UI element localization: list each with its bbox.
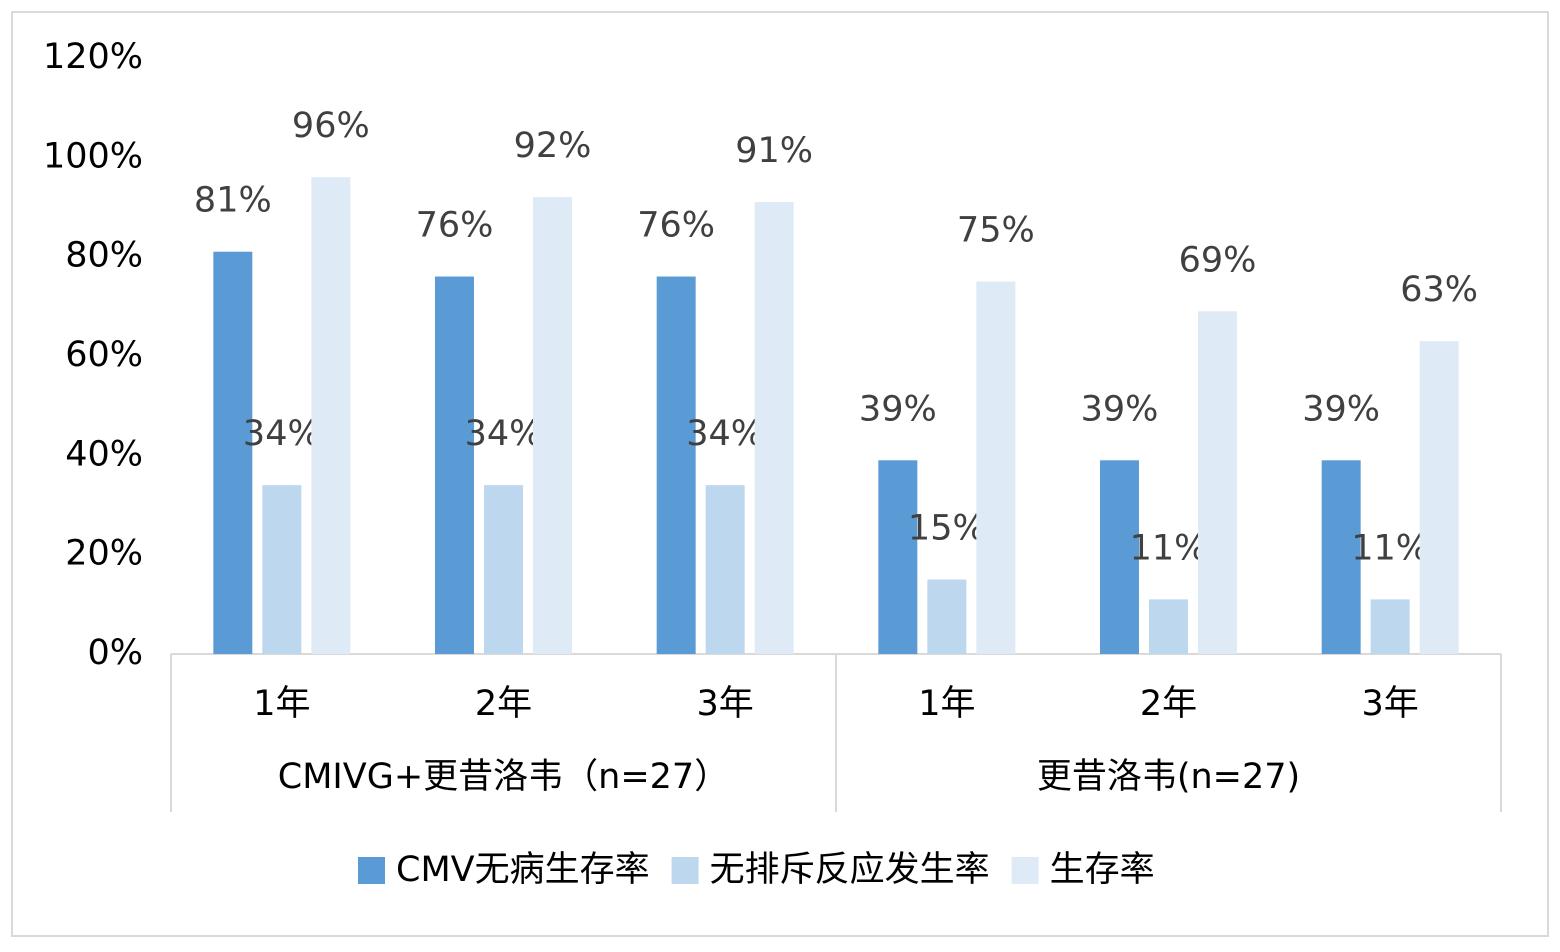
group-label: CMIVG+更昔洛韦（n=27） <box>278 757 729 797</box>
data-label: 34% <box>243 414 321 454</box>
legend-label: CMV无病生存率 <box>396 850 650 890</box>
bar <box>213 251 253 654</box>
bar <box>1321 460 1361 654</box>
x-tick-label: 1年 <box>918 684 975 724</box>
data-label: 39% <box>1302 389 1380 429</box>
x-tick-label: 1年 <box>253 684 310 724</box>
bar <box>1149 599 1188 654</box>
x-tick-label: 3年 <box>1362 684 1419 724</box>
bar <box>705 485 745 654</box>
y-tick-label: 80% <box>65 236 143 276</box>
legend-swatch <box>358 857 385 884</box>
bar <box>754 202 794 655</box>
legend-label: 生存率 <box>1050 850 1155 890</box>
bar <box>533 197 572 655</box>
data-label: 69% <box>1179 240 1257 280</box>
x-tick-label: 3年 <box>697 684 754 724</box>
data-label: 63% <box>1400 270 1478 310</box>
bar <box>435 276 474 654</box>
y-tick-label: 40% <box>65 434 143 474</box>
bar <box>1198 311 1237 654</box>
bar <box>976 281 1016 654</box>
bar <box>1419 341 1459 654</box>
data-label: 11% <box>1351 528 1429 568</box>
y-tick-label: 20% <box>65 534 143 574</box>
data-label: 96% <box>292 106 370 146</box>
bar <box>1370 599 1410 654</box>
bar <box>262 485 302 654</box>
y-tick-label: 100% <box>43 136 143 176</box>
group-label: 更昔洛韦(n=27) <box>1037 757 1300 797</box>
data-label: 76% <box>416 206 494 246</box>
y-tick-label: 60% <box>65 335 143 375</box>
data-label: 39% <box>1081 389 1159 429</box>
data-label: 76% <box>637 206 715 246</box>
data-label: 39% <box>859 389 937 429</box>
data-label: 11% <box>1130 528 1208 568</box>
legend-swatch <box>671 857 699 884</box>
legend-swatch <box>1011 857 1039 884</box>
legend-label: 无排斥反应发生率 <box>710 850 990 890</box>
bar <box>484 485 523 654</box>
bar <box>311 177 351 654</box>
data-label: 34% <box>686 414 764 454</box>
data-label: 15% <box>908 509 986 549</box>
data-label: 81% <box>194 181 272 221</box>
y-tick-label: 120% <box>43 37 143 77</box>
x-tick-label: 2年 <box>1140 684 1197 724</box>
y-tick-label: 0% <box>87 633 143 673</box>
bar <box>878 460 918 654</box>
data-label: 34% <box>465 414 543 454</box>
data-label: 92% <box>514 126 592 166</box>
data-label: 91% <box>735 131 813 171</box>
x-tick-label: 2年 <box>475 684 532 724</box>
bar <box>656 276 696 654</box>
data-label: 75% <box>957 211 1035 251</box>
bar <box>927 579 967 654</box>
bar <box>1100 460 1139 654</box>
